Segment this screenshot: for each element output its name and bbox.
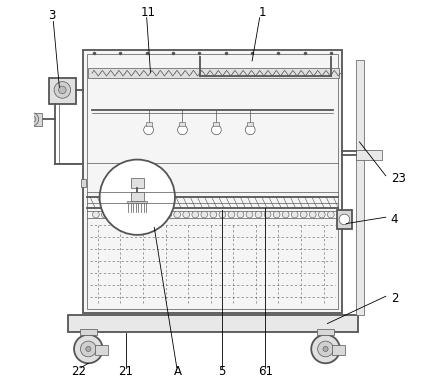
Circle shape bbox=[119, 211, 127, 218]
Text: 4: 4 bbox=[391, 213, 398, 226]
Bar bbox=[332, 345, 345, 355]
Text: 23: 23 bbox=[391, 172, 405, 185]
Circle shape bbox=[192, 211, 198, 218]
Bar bbox=[317, 329, 334, 335]
Bar bbox=[34, 112, 42, 126]
Text: 2: 2 bbox=[391, 292, 398, 306]
Circle shape bbox=[318, 211, 325, 218]
Circle shape bbox=[99, 160, 175, 235]
Circle shape bbox=[102, 211, 108, 218]
Text: 22: 22 bbox=[71, 365, 87, 378]
Circle shape bbox=[327, 211, 334, 218]
Circle shape bbox=[273, 211, 280, 218]
Circle shape bbox=[138, 211, 144, 218]
Text: 5: 5 bbox=[218, 365, 226, 378]
Circle shape bbox=[92, 211, 99, 218]
Bar bbox=[179, 122, 186, 126]
Text: A: A bbox=[174, 365, 182, 378]
Bar bbox=[131, 178, 144, 188]
Circle shape bbox=[28, 116, 36, 123]
Text: 1: 1 bbox=[259, 6, 266, 19]
Circle shape bbox=[86, 347, 91, 352]
Bar bbox=[127, 201, 147, 203]
Circle shape bbox=[339, 214, 349, 225]
Circle shape bbox=[174, 211, 181, 218]
Circle shape bbox=[147, 211, 154, 218]
Circle shape bbox=[165, 211, 171, 218]
Circle shape bbox=[323, 347, 328, 352]
Text: 3: 3 bbox=[48, 9, 56, 22]
Circle shape bbox=[80, 341, 96, 357]
Bar bbox=[87, 54, 338, 309]
Text: 61: 61 bbox=[258, 365, 273, 378]
Circle shape bbox=[183, 211, 190, 218]
Bar bbox=[67, 315, 357, 332]
Circle shape bbox=[178, 125, 187, 135]
Text: 11: 11 bbox=[141, 6, 156, 19]
Circle shape bbox=[228, 211, 235, 218]
Bar bbox=[81, 179, 87, 187]
Circle shape bbox=[219, 211, 226, 218]
Bar bbox=[356, 60, 364, 315]
Circle shape bbox=[300, 211, 307, 218]
Bar bbox=[247, 122, 253, 126]
Text: 21: 21 bbox=[119, 365, 134, 378]
Circle shape bbox=[111, 211, 117, 218]
Bar bbox=[95, 345, 108, 355]
Circle shape bbox=[246, 125, 255, 135]
Circle shape bbox=[255, 211, 262, 218]
Circle shape bbox=[144, 125, 154, 135]
Bar bbox=[146, 122, 151, 126]
Bar bbox=[49, 78, 76, 104]
Bar bbox=[131, 192, 144, 201]
Bar bbox=[213, 122, 219, 126]
Circle shape bbox=[74, 335, 103, 363]
Circle shape bbox=[210, 211, 217, 218]
Bar bbox=[356, 150, 382, 160]
Bar bbox=[80, 329, 97, 335]
Circle shape bbox=[309, 211, 316, 218]
Circle shape bbox=[246, 211, 253, 218]
Circle shape bbox=[317, 341, 333, 357]
Circle shape bbox=[25, 112, 39, 126]
Circle shape bbox=[211, 125, 221, 135]
Circle shape bbox=[282, 211, 289, 218]
Circle shape bbox=[129, 211, 135, 218]
Circle shape bbox=[201, 211, 208, 218]
Circle shape bbox=[311, 335, 340, 363]
Bar bbox=[337, 210, 352, 229]
Bar bbox=[88, 68, 339, 78]
Circle shape bbox=[59, 86, 66, 94]
Circle shape bbox=[237, 211, 244, 218]
Circle shape bbox=[264, 211, 271, 218]
Bar bbox=[83, 50, 342, 313]
Circle shape bbox=[156, 211, 163, 218]
Circle shape bbox=[291, 211, 298, 218]
Circle shape bbox=[54, 82, 71, 98]
